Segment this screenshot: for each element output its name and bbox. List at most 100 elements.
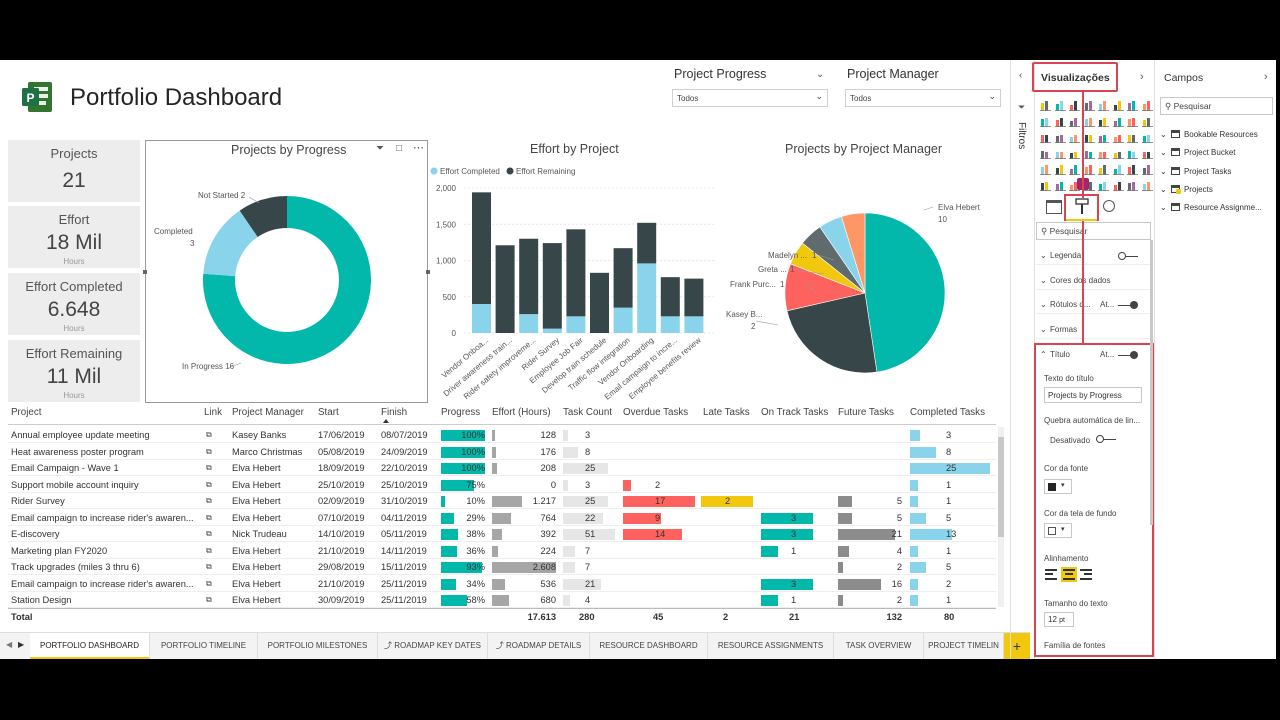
visual-type-icon[interactable] xyxy=(1083,114,1095,127)
visual-type-icon[interactable] xyxy=(1098,130,1109,143)
effort-by-project-chart[interactable]: Effort Completed Effort Remaining 2,000 1,5… xyxy=(428,160,718,400)
visual-type-icon[interactable] xyxy=(1127,146,1138,159)
chevron-right-icon[interactable]: › xyxy=(1264,71,1268,83)
field-table-1[interactable]: ⌄ Project Bucket xyxy=(1160,146,1236,160)
table-scrollbar[interactable] xyxy=(998,427,1004,607)
analytics-tab-icon[interactable] xyxy=(1103,200,1115,212)
tab-task-overview[interactable]: TASK OVERVIEW xyxy=(834,633,924,659)
column-header[interactable]: Future Tasks xyxy=(838,407,894,418)
link-icon[interactable]: ⧉ xyxy=(206,578,212,588)
tab-roadmap-key-dates[interactable]: ⤴ ROADMAP KEY DATES xyxy=(378,633,488,659)
column-header[interactable]: Progress xyxy=(441,407,481,418)
slicer-project-manager-dropdown[interactable]: Todos ⌄ xyxy=(845,89,1001,107)
fields-search-box[interactable]: ⚲ Pesquisar xyxy=(1160,97,1273,115)
column-header[interactable]: On Track Tasks xyxy=(761,407,829,418)
donut-slice-not-started[interactable] xyxy=(239,196,287,238)
column-header[interactable]: Completed Tasks xyxy=(910,407,985,418)
visual-type-icon[interactable] xyxy=(1040,178,1051,191)
visual-type-icon[interactable] xyxy=(1127,98,1138,111)
format-section-1[interactable]: ⌄ Cores dos dados xyxy=(1036,276,1150,290)
chevron-left-icon[interactable]: ‹ xyxy=(1019,70,1023,81)
visual-type-icon[interactable] xyxy=(1098,114,1109,127)
pie-slice[interactable] xyxy=(786,292,878,374)
field-table-2[interactable]: ⌄ Project Tasks xyxy=(1160,165,1231,179)
table-row[interactable]: Annual employee update meeting ⧉ Kasey Ban… xyxy=(8,427,996,443)
filter-icon[interactable]: ⏷ xyxy=(376,143,384,154)
column-header[interactable]: Start xyxy=(318,407,339,418)
table-row[interactable]: Heat awareness poster program ⧉ Marco Chri… xyxy=(8,444,996,460)
visual-type-icon[interactable] xyxy=(1127,178,1138,191)
bg-color-picker[interactable]: ▾ xyxy=(1044,523,1072,538)
kpi-effort-remaining[interactable]: Effort Remaining 11 Mil Hours xyxy=(8,340,140,402)
visual-type-icon[interactable] xyxy=(1069,178,1080,191)
table-scrollbar-thumb[interactable] xyxy=(998,437,1004,537)
column-header[interactable]: Project Manager xyxy=(232,407,304,418)
donut-slice-in-progress[interactable] xyxy=(203,196,371,364)
donut-slice-completed[interactable] xyxy=(203,210,258,277)
bar-segment[interactable] xyxy=(613,307,633,333)
visual-type-icon[interactable] xyxy=(1040,98,1051,111)
visual-type-icon[interactable] xyxy=(1141,162,1153,175)
visual-type-icon[interactable] xyxy=(1098,162,1109,175)
format-section-0[interactable]: ⌄ Legenda xyxy=(1036,251,1150,265)
more-options-icon[interactable]: ⋯ xyxy=(413,142,424,154)
projects-by-progress-visual[interactable]: Projects by Progress ⏷ □ ⋯ In Progress 1… xyxy=(145,140,428,403)
column-header[interactable]: Late Tasks xyxy=(703,407,750,418)
visual-type-icon[interactable] xyxy=(1141,98,1153,111)
link-icon[interactable]: ⧉ xyxy=(206,595,212,604)
link-icon[interactable]: ⧉ xyxy=(206,562,212,571)
visual-type-icon[interactable] xyxy=(1054,162,1066,175)
visual-type-icon[interactable] xyxy=(1127,162,1138,175)
section-toggle[interactable] xyxy=(1118,252,1138,260)
bar-segment[interactable] xyxy=(519,314,539,333)
field-table-4[interactable]: ⌄ Resource Assignme... xyxy=(1160,201,1262,215)
tab-portfolio-timeline[interactable]: PORTFOLIO TIMELINE xyxy=(150,633,258,659)
visualizations-title[interactable]: Visualizações xyxy=(1041,72,1110,84)
field-table-3[interactable]: ⌄ Projects xyxy=(1160,183,1213,197)
visual-type-icon[interactable] xyxy=(1112,178,1124,191)
visual-type-icon[interactable] xyxy=(1112,146,1124,159)
visual-type-icon[interactable] xyxy=(1069,98,1080,111)
title-section-header[interactable]: ⌃ Título At... xyxy=(1036,350,1150,364)
visual-type-icon[interactable] xyxy=(1054,130,1066,143)
link-icon[interactable]: ⧉ xyxy=(206,446,212,456)
link-icon[interactable]: ⧉ xyxy=(206,479,212,489)
bar-segment[interactable] xyxy=(660,277,680,317)
visual-type-icon[interactable] xyxy=(1127,114,1138,127)
table-row[interactable]: Email campaign to increase rider's aware… xyxy=(8,510,996,526)
visual-type-icon[interactable] xyxy=(1098,146,1109,159)
visual-type-icon[interactable] xyxy=(1083,98,1095,111)
visual-type-icon[interactable] xyxy=(1141,130,1153,143)
tab-scroll-right-icon[interactable]: ▶ xyxy=(18,640,25,649)
visual-type-icon[interactable] xyxy=(1112,162,1124,175)
visual-type-icon[interactable] xyxy=(1069,114,1080,127)
focus-mode-icon[interactable]: □ xyxy=(396,143,403,154)
filters-pane[interactable]: ‹ ⏷ Filtros xyxy=(1010,60,1034,659)
bar-segment[interactable] xyxy=(566,229,586,317)
tab-project-timelin[interactable]: PROJECT TIMELIN xyxy=(924,633,1004,659)
visual-type-icon[interactable] xyxy=(1040,114,1051,127)
kpi-projects[interactable]: Projects 21 xyxy=(8,140,140,202)
visual-type-icon[interactable] xyxy=(1083,130,1095,143)
visual-type-icon[interactable] xyxy=(1040,130,1051,143)
table-row[interactable]: Email Campaign - Wave 1 ⧉ Elva Hebert 18/09… xyxy=(8,460,996,476)
font-color-picker[interactable]: ▾ xyxy=(1044,479,1072,494)
link-icon[interactable]: ⧉ xyxy=(206,512,212,522)
visual-type-icon[interactable] xyxy=(1054,98,1066,111)
tab-roadmap-details[interactable]: ⤴ ROADMAP DETAILS xyxy=(488,633,590,659)
visual-type-icon[interactable] xyxy=(1040,146,1051,159)
bar-segment[interactable] xyxy=(472,192,491,304)
table-row[interactable]: Track upgrades (miles 3 thru 6) ⧉ Elva Heb… xyxy=(8,559,996,575)
bar-segment[interactable] xyxy=(566,316,586,333)
bar-segment[interactable] xyxy=(660,316,680,333)
link-icon[interactable]: ⧉ xyxy=(206,545,212,555)
resize-handle[interactable] xyxy=(426,270,430,274)
column-header[interactable]: Task Count xyxy=(563,407,613,418)
bar-segment[interactable] xyxy=(542,328,562,333)
visual-type-icon[interactable] xyxy=(1083,146,1095,159)
visual-type-icon[interactable] xyxy=(1069,146,1080,159)
tab-portfolio-dashboard[interactable]: PORTFOLIO DASHBOARD xyxy=(30,633,150,659)
table-row[interactable]: Marketing plan FY2020 ⧉ Elva Hebert 21/10/2… xyxy=(8,543,996,559)
title-toggle[interactable] xyxy=(1118,351,1138,359)
legend-entry[interactable]: Effort Remaining xyxy=(516,167,575,176)
